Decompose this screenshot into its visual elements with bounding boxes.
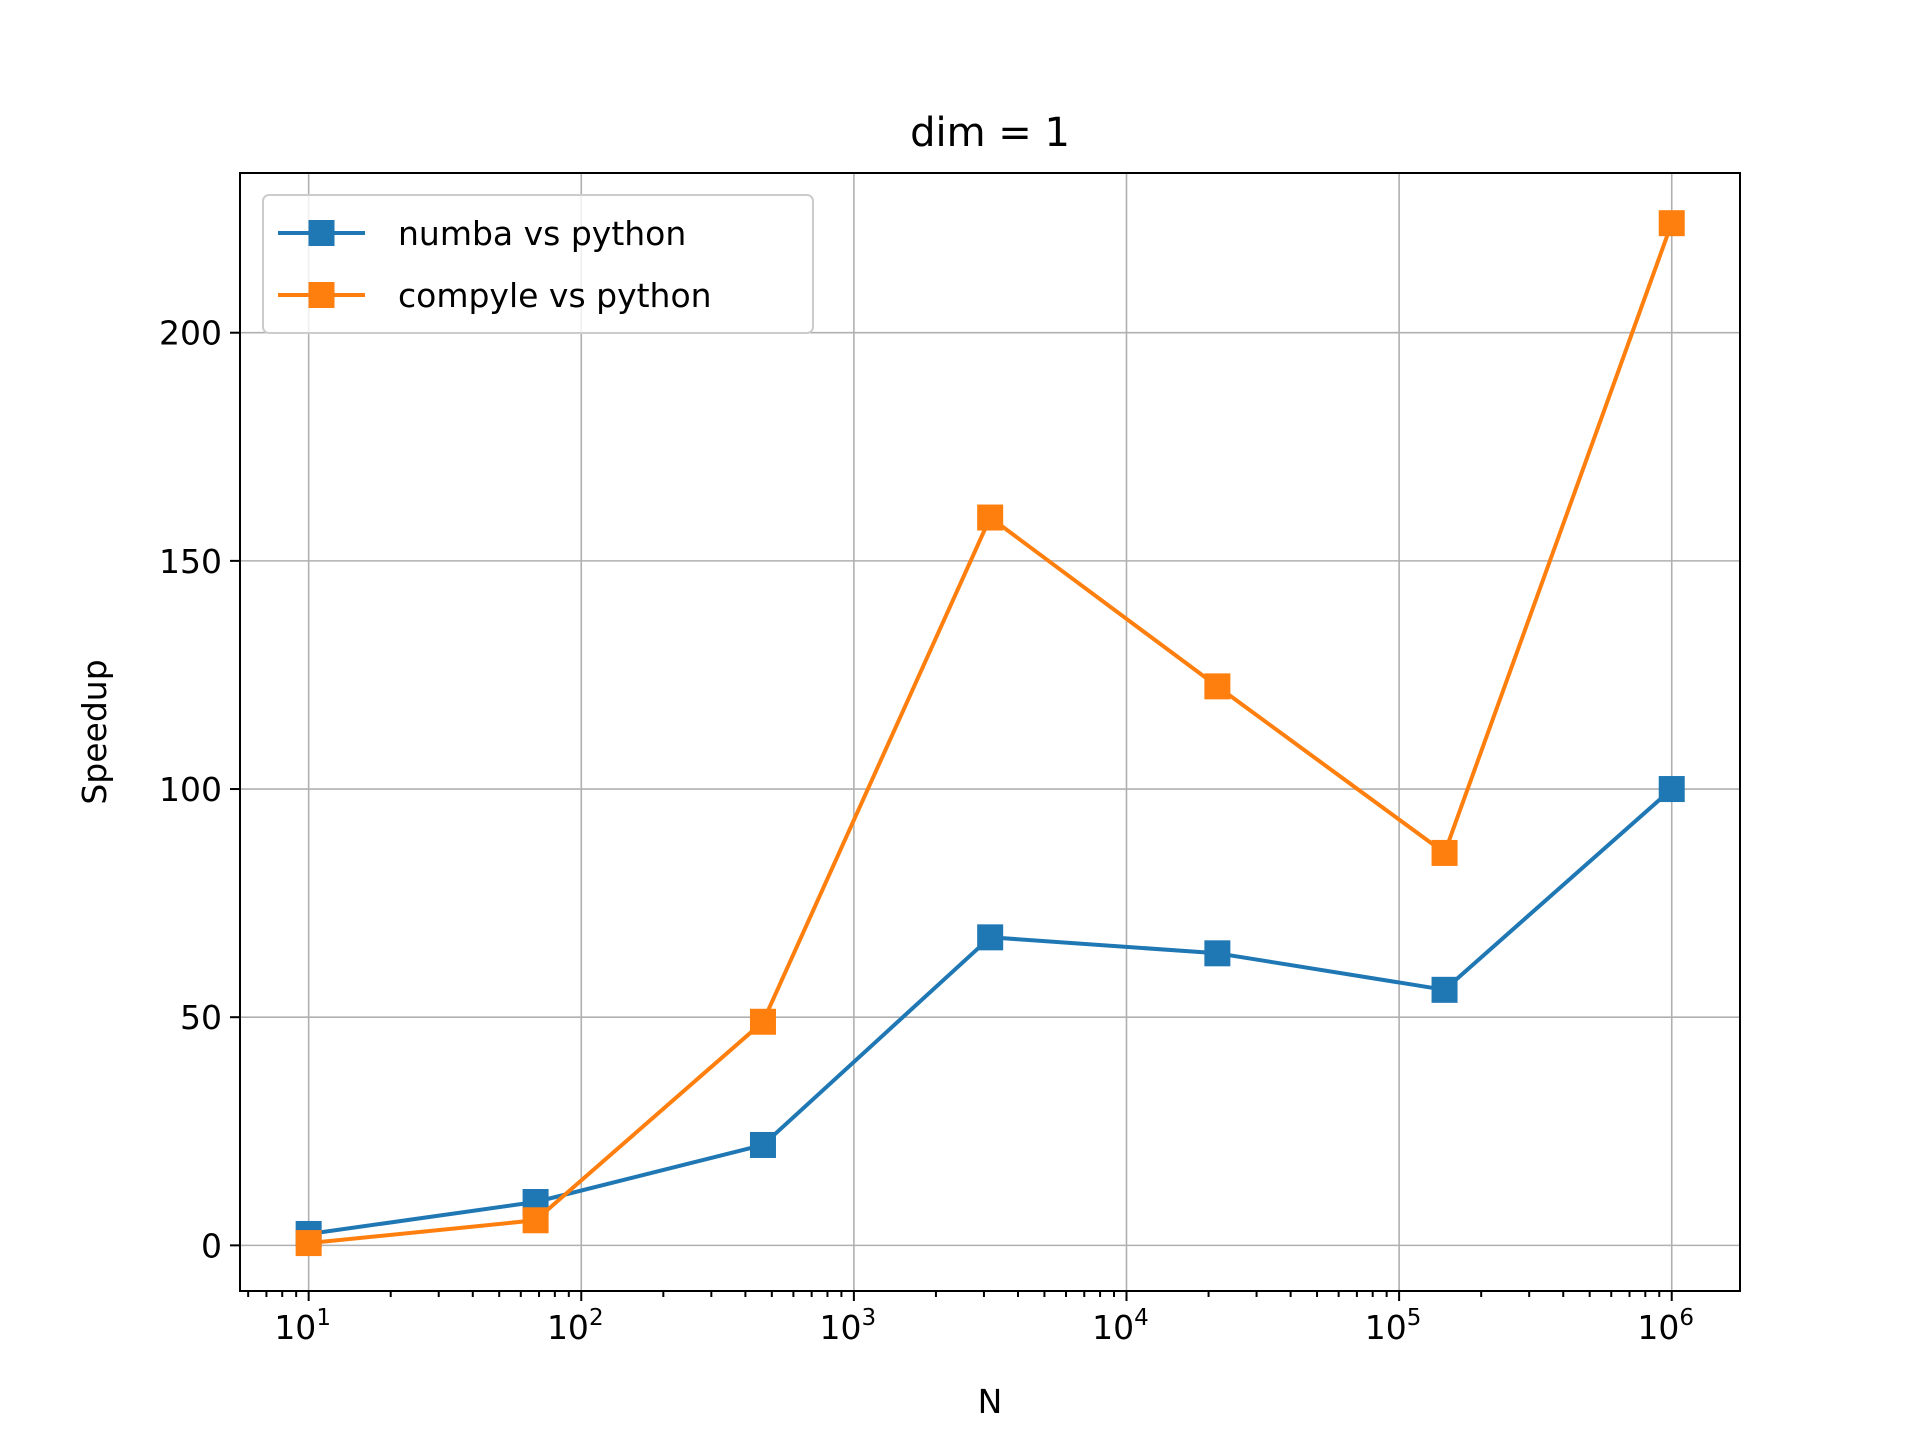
- grid: [240, 173, 1740, 1291]
- x-tick-label: 106: [1637, 1305, 1694, 1347]
- data-point-marker: [1658, 776, 1685, 803]
- x-tick-label: 101: [274, 1305, 331, 1347]
- y-tick-label: 0: [201, 1226, 222, 1265]
- series-layer: [295, 210, 1685, 1257]
- legend: numba vs python compyle vs python: [262, 194, 814, 334]
- x-tick-exponent: 1: [316, 1305, 331, 1331]
- x-tick-base: 10: [1092, 1308, 1134, 1347]
- x-tick-label: 103: [820, 1305, 877, 1347]
- x-tick-base: 10: [1365, 1308, 1407, 1347]
- y-tick-label: 200: [159, 314, 222, 353]
- x-tick-label: 104: [1092, 1305, 1149, 1347]
- data-point-marker: [749, 1131, 776, 1158]
- data-point-marker: [295, 1230, 322, 1257]
- legend-marker: [308, 220, 335, 246]
- x-tick-base: 10: [820, 1308, 862, 1347]
- x-tick-base: 10: [274, 1308, 316, 1347]
- legend-marker: [308, 282, 335, 308]
- x-tick-exponent: 2: [589, 1305, 604, 1331]
- y-axis-label: Speedup: [75, 659, 114, 804]
- x-tick-exponent: 3: [862, 1305, 877, 1331]
- x-tick-exponent: 6: [1679, 1305, 1694, 1331]
- legend-items: numba vs python compyle vs python: [278, 214, 712, 315]
- x-tick-exponent: 5: [1407, 1305, 1422, 1331]
- x-tick-label: 102: [547, 1305, 604, 1347]
- series-2: [295, 210, 1685, 1257]
- plot-frame: [239, 172, 1741, 1292]
- data-point-marker: [1431, 976, 1458, 1003]
- data-point-marker: [1204, 673, 1231, 700]
- x-axis-label: N: [978, 1382, 1003, 1421]
- data-point-marker: [1204, 940, 1231, 967]
- x-tick-base: 10: [1637, 1308, 1679, 1347]
- x-tick-base: 10: [547, 1308, 589, 1347]
- legend-label: compyle vs python: [398, 276, 712, 315]
- data-point-marker: [977, 504, 1004, 531]
- legend-frame: [262, 194, 814, 334]
- legend-label: numba vs python: [398, 214, 686, 253]
- x-tick-label: 105: [1365, 1305, 1422, 1347]
- data-point-marker: [977, 924, 1004, 951]
- data-point-marker: [749, 1008, 776, 1035]
- chart-title: dim = 1: [910, 110, 1070, 156]
- data-point-marker: [522, 1207, 549, 1234]
- y-tick-label: 150: [159, 542, 222, 581]
- data-point-marker: [1431, 839, 1458, 866]
- data-point-marker: [1658, 210, 1685, 237]
- x-tick-exponent: 4: [1134, 1305, 1149, 1331]
- y-tick-label: 100: [159, 770, 222, 809]
- y-tick-label: 50: [180, 998, 222, 1037]
